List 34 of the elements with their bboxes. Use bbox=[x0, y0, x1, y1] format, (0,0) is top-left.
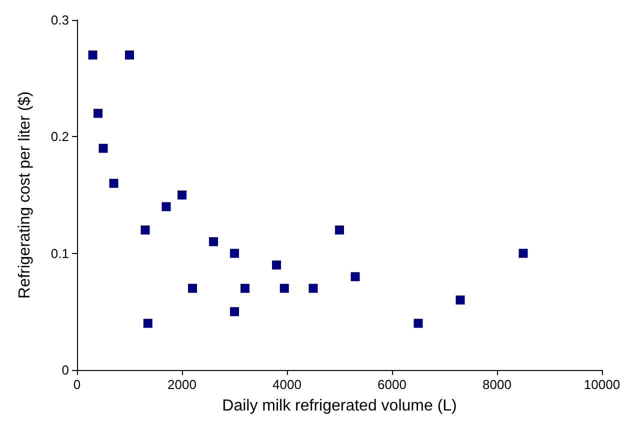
y-tick-label: 0.2 bbox=[50, 129, 69, 144]
point bbox=[414, 318, 423, 328]
point bbox=[230, 248, 239, 258]
point bbox=[518, 248, 528, 258]
point bbox=[94, 108, 102, 118]
point bbox=[230, 307, 239, 316]
point bbox=[272, 260, 281, 270]
x-tick-label: 10000 bbox=[584, 377, 620, 392]
point bbox=[280, 284, 289, 293]
y-tick-label: 0 bbox=[62, 362, 69, 378]
x-tick-label: 4000 bbox=[272, 377, 302, 392]
point bbox=[98, 144, 108, 153]
point bbox=[143, 318, 152, 328]
x-tick-label: 8000 bbox=[482, 377, 512, 392]
x-tick-label: 2000 bbox=[168, 377, 196, 392]
y-tick-label: 0.1 bbox=[50, 246, 69, 261]
point bbox=[335, 226, 344, 234]
point bbox=[209, 237, 218, 246]
point bbox=[162, 202, 171, 212]
x-tick-label: 6000 bbox=[378, 377, 406, 392]
point bbox=[88, 50, 98, 60]
point bbox=[240, 284, 250, 293]
point bbox=[140, 226, 150, 234]
point bbox=[456, 296, 465, 304]
point bbox=[178, 190, 186, 200]
y-tick-label: 0.3 bbox=[50, 12, 69, 28]
x-tick-label: 0 bbox=[73, 377, 81, 392]
x-axis-title: Daily milk refrigerated volume (L) bbox=[222, 398, 457, 414]
y-axis-title: Refrigerating cost per liter ($) bbox=[16, 91, 34, 299]
point bbox=[308, 284, 318, 293]
point bbox=[188, 284, 197, 293]
point bbox=[350, 272, 360, 282]
point bbox=[109, 178, 118, 188]
point bbox=[125, 50, 134, 60]
